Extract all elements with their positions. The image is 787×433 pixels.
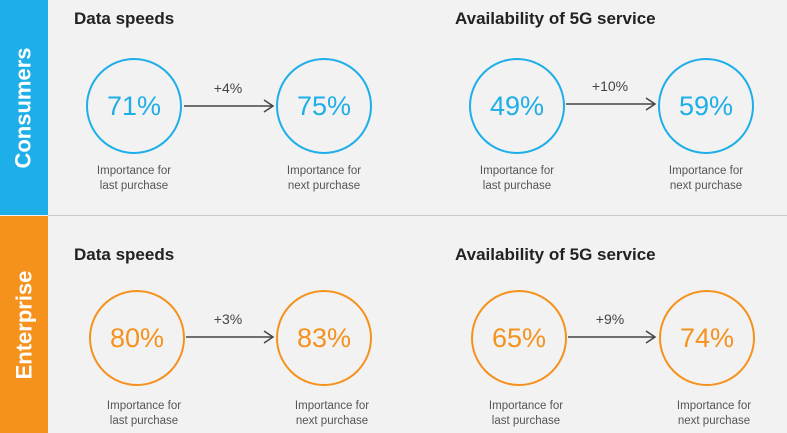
- last-purchase-caption: Importance for last purchase: [96, 165, 172, 192]
- next-purchase-circle: 75%: [276, 58, 372, 154]
- last-purchase-circle: 49%: [469, 58, 565, 154]
- last-purchase-caption: Importance for last purchase: [106, 400, 182, 427]
- next-purchase-circle: 83%: [276, 290, 372, 386]
- consumers-label: Consumers: [11, 46, 37, 169]
- arrow-right-icon: [568, 330, 657, 344]
- next-purchase-caption: Importance for next purchase: [286, 165, 362, 192]
- last-purchase-circle: 80%: [89, 290, 185, 386]
- last-purchase-caption: Importance for last purchase: [488, 400, 564, 427]
- delta-label: +9%: [595, 311, 625, 327]
- last-purchase-circle: 65%: [471, 290, 567, 386]
- arrow-right-icon: [184, 99, 275, 113]
- group-title: Data speeds: [74, 245, 175, 264]
- next-purchase-caption: Importance for next purchase: [668, 165, 744, 192]
- delta-label: +3%: [213, 311, 243, 327]
- group-title: Availability of 5G service: [455, 245, 656, 264]
- next-purchase-caption: Importance for next purchase: [294, 400, 370, 427]
- enterprise-tab: Enterprise: [0, 216, 48, 433]
- last-purchase-circle: 71%: [86, 58, 182, 154]
- last-purchase-caption: Importance for last purchase: [479, 165, 555, 192]
- group-title: Availability of 5G service: [455, 9, 656, 28]
- next-purchase-caption: Importance for next purchase: [676, 400, 752, 427]
- section-divider: [48, 215, 787, 216]
- next-purchase-circle: 74%: [659, 290, 755, 386]
- arrow-right-icon: [566, 97, 657, 111]
- delta-label: +4%: [213, 80, 243, 96]
- enterprise-label: Enterprise: [11, 270, 37, 379]
- next-purchase-circle: 59%: [658, 58, 754, 154]
- group-title: Data speeds: [74, 9, 175, 28]
- arrow-right-icon: [186, 330, 275, 344]
- delta-label: +10%: [591, 78, 629, 94]
- consumers-tab: Consumers: [0, 0, 48, 215]
